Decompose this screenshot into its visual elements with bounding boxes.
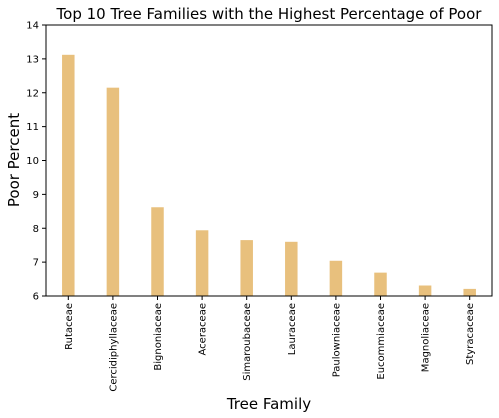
y-axis-ticks: 6 7 8 9 10 11 12 13 14 [26,21,46,303]
bar [463,288,476,296]
y-tick-label: 6 [33,292,39,303]
bar [240,240,253,296]
y-tick-label: 9 [33,190,39,201]
bar [62,54,75,297]
bar-series [62,54,476,297]
x-tick-label: Lauraceae [287,303,298,355]
y-tick-label: 8 [33,224,39,235]
x-tick-label: Magnoliaceae [421,303,432,372]
bar [329,260,343,296]
x-tick-label: Eucommiaceae [376,303,387,380]
x-tick-label: Bignoniaceae [153,303,164,371]
x-tick-label: Aceraceae [198,303,209,356]
x-tick-label: Styracaceae [465,303,476,365]
bar [106,87,120,296]
bar [418,285,432,296]
x-tick-label: Rutaceae [64,303,75,350]
bar [374,272,387,296]
y-tick-label: 12 [26,88,39,99]
x-axis-ticks: Rutaceae Cercidiphyllaceae Bignoniaceae Ace… [64,296,476,392]
x-tick-label: Simaroubaceae [242,303,253,381]
y-axis-label: Poor Percent [5,113,23,207]
y-tick-label: 13 [26,54,39,65]
chart-title: Top 10 Tree Families with the Highest Pe… [56,5,483,23]
y-tick-label: 7 [33,258,39,269]
x-tick-label: Paulowniaceae [331,303,342,377]
plot-frame [45,24,493,297]
x-tick-label: Cercidiphyllaceae [108,303,119,392]
y-tick-label: 11 [26,122,39,133]
bar [195,230,209,296]
bar [151,207,164,296]
x-axis-label: Tree Family [226,395,311,413]
y-tick-label: 10 [26,156,39,167]
y-tick-label: 14 [26,21,39,32]
bar [285,241,298,296]
